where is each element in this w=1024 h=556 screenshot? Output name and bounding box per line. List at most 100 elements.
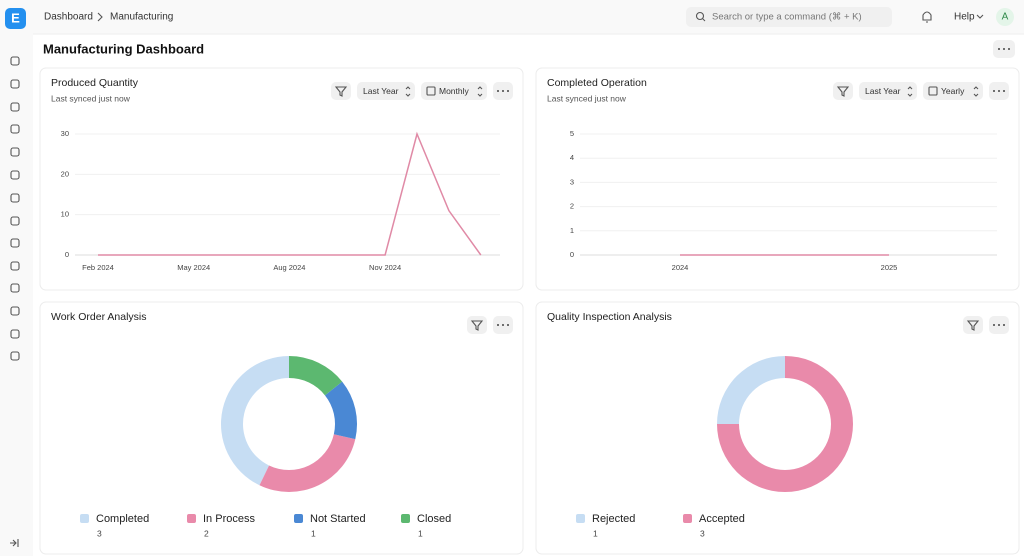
more-dot xyxy=(497,90,499,92)
sidebar-icon[interactable] xyxy=(10,306,20,316)
legend-swatch xyxy=(401,514,410,523)
sidebar-icon[interactable] xyxy=(10,351,20,361)
sidebar-icon[interactable] xyxy=(10,102,20,112)
avatar-text: A xyxy=(1002,12,1009,23)
more-dot xyxy=(1003,324,1005,326)
sidebar-icon[interactable] xyxy=(10,193,20,203)
card xyxy=(535,301,1020,555)
filter-dropdown[interactable] xyxy=(859,82,917,100)
legend-value: 1 xyxy=(593,528,598,538)
filter-dropdown[interactable] xyxy=(421,82,487,100)
more-dot xyxy=(993,324,995,326)
logo-text: E xyxy=(11,10,20,25)
filter-button[interactable] xyxy=(467,316,487,334)
card xyxy=(39,301,524,555)
legend-label: Accepted xyxy=(699,513,745,525)
legend-label: In Process xyxy=(203,513,255,525)
more-dot xyxy=(507,90,509,92)
dropdown-caret xyxy=(405,86,411,97)
y-tick-label: 30 xyxy=(61,129,69,138)
more-dot xyxy=(1003,90,1005,92)
pie-segment xyxy=(717,356,853,492)
legend-label: Completed xyxy=(96,513,149,525)
search-icon xyxy=(702,18,706,22)
notification-icon[interactable] xyxy=(922,11,932,23)
filter-icon xyxy=(836,86,850,97)
filter-button[interactable] xyxy=(963,316,983,334)
legend-label: Closed xyxy=(417,513,451,525)
breadcrumb[interactable]: Dashboard xyxy=(44,12,93,23)
legend-label: Rejected xyxy=(592,513,635,525)
legend-swatch xyxy=(80,514,89,523)
sidebar-icon[interactable] xyxy=(10,124,20,134)
filter-icon xyxy=(334,86,348,97)
filter-button[interactable] xyxy=(331,82,351,100)
card xyxy=(535,67,1020,291)
logo[interactable] xyxy=(5,8,26,29)
sidebar-icon[interactable] xyxy=(10,170,20,180)
filter-dropdown-label: Yearly xyxy=(941,86,965,96)
breadcrumb[interactable]: Manufacturing xyxy=(110,12,173,23)
filter-dropdown-label: Last Year xyxy=(363,86,399,96)
y-tick-label: 4 xyxy=(570,153,574,162)
x-tick-label: Aug 2024 xyxy=(273,263,305,272)
card-title: Completed Operation xyxy=(547,77,647,89)
sidebar-icon[interactable] xyxy=(10,56,20,66)
legend-value: 2 xyxy=(204,528,209,538)
y-tick-label: 2 xyxy=(570,202,574,211)
sidebar-icon[interactable] xyxy=(10,216,20,226)
card-subtitle: Last synced just now xyxy=(51,93,131,103)
more-dot xyxy=(502,324,504,326)
collapse-icon[interactable] xyxy=(10,539,19,547)
more-dot xyxy=(993,90,995,92)
more-dot xyxy=(998,90,1000,92)
x-tick-label: 2025 xyxy=(881,263,898,272)
more-dot xyxy=(502,90,504,92)
filter-dropdown[interactable] xyxy=(357,82,415,100)
filter-dropdown[interactable] xyxy=(923,82,983,100)
filter-button[interactable] xyxy=(833,82,853,100)
x-tick-label: Nov 2024 xyxy=(369,263,401,272)
sidebar-icon[interactable] xyxy=(10,283,20,293)
filter-icon xyxy=(470,320,484,331)
more-dot xyxy=(507,324,509,326)
search-placeholder: Search or type a command (⌘ + K) xyxy=(712,12,862,23)
more-dot xyxy=(998,324,1000,326)
card-subtitle: Last synced just now xyxy=(547,93,627,103)
x-tick-label: 2024 xyxy=(672,263,689,272)
sidebar-icon[interactable] xyxy=(10,79,20,89)
sidebar-icons xyxy=(10,56,20,547)
pie-segment xyxy=(717,356,785,424)
dropdown-caret xyxy=(973,86,979,97)
sidebar-icon[interactable] xyxy=(10,329,20,339)
legend-value: 1 xyxy=(418,528,423,538)
help-caret xyxy=(976,14,984,19)
y-tick-label: 10 xyxy=(61,210,69,219)
x-tick-label: May 2024 xyxy=(177,263,210,272)
help-menu[interactable]: Help xyxy=(954,12,975,23)
sidebar-icon[interactable] xyxy=(10,147,20,157)
sidebar-icon[interactable] xyxy=(10,261,20,271)
more-dot xyxy=(497,324,499,326)
data-line xyxy=(98,131,482,256)
sidebar xyxy=(0,0,33,556)
pie-segment xyxy=(259,434,356,493)
card-title: Produced Quantity xyxy=(51,77,139,89)
y-tick-label: 0 xyxy=(570,250,574,259)
y-tick-label: 1 xyxy=(570,226,574,235)
x-tick-label: Feb 2024 xyxy=(82,263,114,272)
search-box[interactable] xyxy=(686,7,892,27)
sidebar-icon[interactable] xyxy=(10,238,20,248)
legend-swatch xyxy=(576,514,585,523)
y-tick-label: 0 xyxy=(65,250,69,259)
search-icon xyxy=(695,11,705,21)
dropdown-caret xyxy=(477,86,483,97)
avatar[interactable] xyxy=(996,8,1014,26)
filter-dropdown-label: Monthly xyxy=(439,86,470,96)
card-title: Work Order Analysis xyxy=(51,311,147,323)
page-title: Manufacturing Dashboard xyxy=(43,41,204,56)
page-menu-dots xyxy=(998,48,1010,50)
legend-value: 1 xyxy=(311,528,316,538)
